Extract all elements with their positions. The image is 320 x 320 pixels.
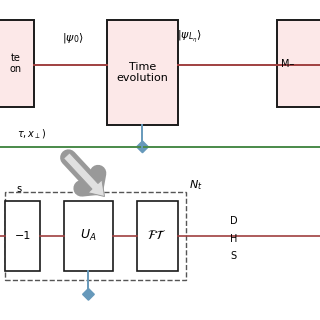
FancyBboxPatch shape [137, 201, 178, 271]
Text: $\tau, x_\perp)$: $\tau, x_\perp)$ [17, 127, 46, 141]
Text: M–: M– [281, 59, 295, 68]
FancyBboxPatch shape [0, 20, 35, 108]
FancyArrow shape [64, 153, 105, 196]
Polygon shape [83, 289, 94, 300]
FancyBboxPatch shape [5, 201, 40, 271]
FancyBboxPatch shape [277, 20, 320, 108]
Text: s: s [17, 184, 22, 194]
Text: H: H [230, 234, 237, 244]
Text: $|\psi_0\rangle$: $|\psi_0\rangle$ [61, 31, 83, 45]
Text: Time
evolution: Time evolution [116, 61, 168, 83]
Text: te
on: te on [9, 53, 21, 75]
FancyBboxPatch shape [64, 201, 113, 271]
FancyBboxPatch shape [108, 20, 178, 125]
Text: $\mathcal{FT}$: $\mathcal{FT}$ [148, 229, 167, 243]
Text: D: D [230, 216, 238, 226]
Text: $|\psi_{L_\eta}\rangle$: $|\psi_{L_\eta}\rangle$ [177, 28, 202, 45]
Text: $U_A$: $U_A$ [80, 228, 97, 244]
Text: S: S [230, 252, 236, 261]
Text: $N_t$: $N_t$ [189, 178, 203, 192]
Polygon shape [137, 141, 148, 153]
Text: −1: −1 [14, 231, 31, 241]
